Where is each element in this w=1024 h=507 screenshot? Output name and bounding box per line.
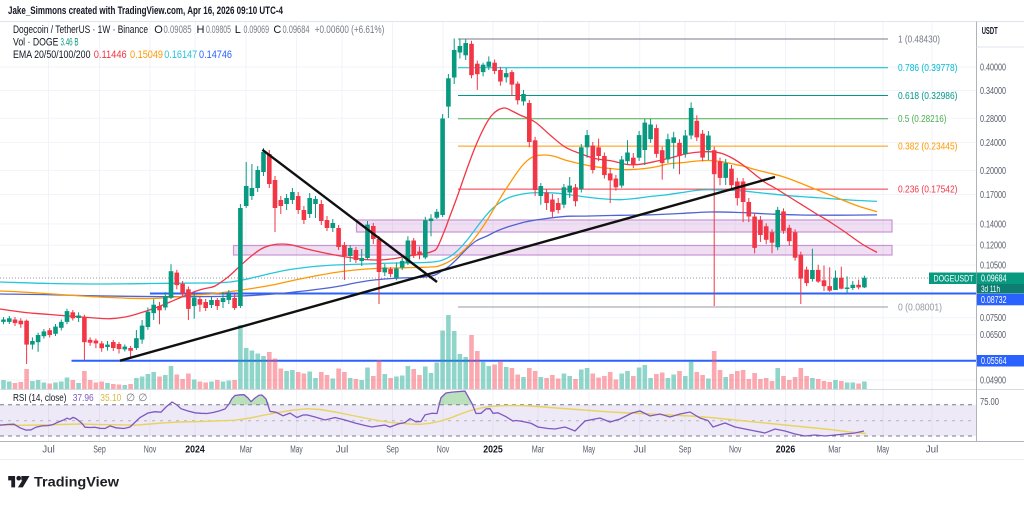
- svg-text:0.5 (0.28216): 0.5 (0.28216): [898, 113, 947, 125]
- svg-text:2026: 2026: [776, 445, 796, 456]
- svg-text:C: C: [273, 24, 281, 36]
- svg-text:Jake_Simmons created with Trad: Jake_Simmons created with TradingView.co…: [8, 5, 284, 17]
- svg-text:0.06500: 0.06500: [980, 330, 1006, 341]
- svg-text:Mar: Mar: [532, 445, 545, 456]
- svg-text:Sep: Sep: [679, 445, 692, 456]
- svg-text:0.09085: 0.09085: [164, 24, 192, 36]
- svg-text:0.09684: 0.09684: [283, 24, 310, 36]
- svg-text:Nov: Nov: [729, 445, 742, 456]
- svg-text:Mar: Mar: [828, 445, 841, 456]
- svg-text:Vol · DOGE: Vol · DOGE: [13, 37, 59, 49]
- svg-text:Jul: Jul: [926, 445, 939, 456]
- svg-text:0.05564: 0.05564: [981, 356, 1007, 367]
- svg-text:3.46 B: 3.46 B: [61, 37, 79, 49]
- svg-text:0.07500: 0.07500: [980, 313, 1006, 324]
- svg-text:0.40000: 0.40000: [980, 62, 1006, 73]
- svg-text:Jul: Jul: [336, 445, 349, 456]
- svg-text:0.14746: 0.14746: [199, 49, 232, 61]
- svg-text:Jul: Jul: [634, 445, 647, 456]
- svg-text:0.34000: 0.34000: [980, 86, 1006, 97]
- svg-text:0.24000: 0.24000: [980, 138, 1006, 149]
- svg-text:Mar: Mar: [240, 445, 253, 456]
- svg-text:EMA 20/50/100/200: EMA 20/50/100/200: [13, 49, 91, 61]
- svg-text:3d 11h: 3d 11h: [981, 284, 1000, 294]
- svg-text:0 (0.08001): 0 (0.08001): [898, 302, 942, 314]
- svg-text:May: May: [877, 445, 890, 456]
- svg-text:0.17000: 0.17000: [980, 190, 1006, 201]
- svg-text:USDT: USDT: [982, 25, 998, 37]
- svg-text:0.04900: 0.04900: [980, 375, 1006, 386]
- svg-text:0.20000: 0.20000: [980, 166, 1006, 177]
- svg-text:0.12000: 0.12000: [980, 241, 1006, 252]
- svg-text:0.618 (0.32986): 0.618 (0.32986): [898, 90, 958, 102]
- svg-text:0.09069: 0.09069: [244, 24, 270, 36]
- svg-text:DOGEUSDT: DOGEUSDT: [934, 274, 974, 284]
- svg-text:H: H: [197, 24, 205, 36]
- svg-text:37.96: 37.96: [73, 392, 94, 404]
- svg-text:Jul: Jul: [42, 445, 55, 456]
- svg-text:Sep: Sep: [93, 445, 106, 456]
- svg-text:TradingView: TradingView: [34, 474, 119, 490]
- svg-text:0.16147: 0.16147: [164, 49, 197, 61]
- svg-text:L: L: [235, 24, 241, 36]
- svg-text:0.382 (0.23445): 0.382 (0.23445): [898, 141, 958, 153]
- svg-text:∅: ∅: [126, 392, 135, 404]
- svg-text:0.236 (0.17542): 0.236 (0.17542): [898, 184, 958, 196]
- svg-text:0.09805: 0.09805: [206, 24, 231, 36]
- svg-text:35.10: 35.10: [100, 392, 121, 404]
- svg-text:0.28000: 0.28000: [980, 114, 1006, 125]
- svg-text:75.00: 75.00: [980, 397, 999, 408]
- svg-text:∅: ∅: [138, 392, 147, 404]
- svg-text:0.10500: 0.10500: [980, 261, 1006, 272]
- svg-text:0.15049: 0.15049: [130, 49, 163, 61]
- svg-text:1 (0.48430): 1 (0.48430): [898, 34, 940, 46]
- svg-text:Sep: Sep: [386, 445, 399, 456]
- svg-text:0.786 (0.39778): 0.786 (0.39778): [898, 62, 958, 74]
- svg-text:0.08732: 0.08732: [981, 295, 1007, 306]
- svg-text:2024: 2024: [185, 445, 205, 456]
- svg-text:Nov: Nov: [437, 445, 450, 456]
- svg-text:RSI (14, close): RSI (14, close): [13, 392, 67, 404]
- svg-text:0.14000: 0.14000: [980, 219, 1006, 230]
- svg-text:+0.00600 (+6.61%): +0.00600 (+6.61%): [315, 24, 385, 36]
- svg-text:May: May: [290, 445, 303, 456]
- svg-text:0.11446: 0.11446: [94, 49, 127, 61]
- svg-text:0.09684: 0.09684: [981, 274, 1007, 285]
- svg-text:May: May: [583, 445, 596, 456]
- svg-text:O: O: [154, 24, 163, 36]
- svg-text:Nov: Nov: [144, 445, 157, 456]
- svg-text:2025: 2025: [483, 445, 503, 456]
- svg-text:Dogecoin / TetherUS · 1W · Bin: Dogecoin / TetherUS · 1W · Binance: [13, 24, 148, 36]
